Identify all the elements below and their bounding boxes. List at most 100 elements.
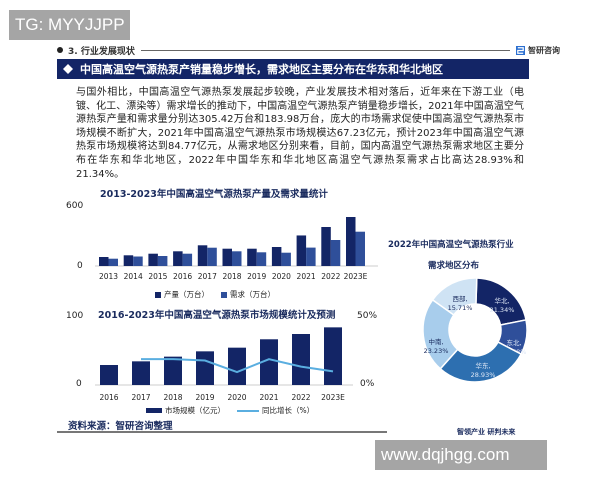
chart2-ytick-left-max: 100 <box>66 311 84 321</box>
section-label: 3. 行业发展现状 <box>68 46 135 57</box>
chart2-ytick-right-max: 50% <box>357 311 378 321</box>
brand-logo-icon <box>516 45 525 55</box>
x-tick-label: 2020 <box>272 272 291 281</box>
x-tick-label: 2023E <box>344 272 368 281</box>
slice-label: 中南, <box>428 337 443 346</box>
x-tick-label: 2021 <box>297 272 316 281</box>
chart2-legend: 市场规模（亿元） 同比增长（%） <box>146 405 326 416</box>
legend-item-growth: 同比增长（%） <box>237 405 314 416</box>
bar <box>330 240 341 266</box>
bar <box>321 227 331 266</box>
bar <box>281 252 291 266</box>
slice-label: 东北, <box>506 338 521 347</box>
x-tick-label: 2014 <box>124 272 143 281</box>
chart1-legend: 产量（万台） 需求（万台） <box>155 289 287 300</box>
bar <box>197 245 208 266</box>
chart2-ytick-left-min: 0 <box>76 379 82 389</box>
x-tick-label: 2017 <box>131 393 150 402</box>
legend-label: 市场规模（亿元） <box>165 406 225 415</box>
bar <box>222 248 232 266</box>
bar <box>182 253 193 266</box>
brand: 智研咨询 <box>516 45 560 56</box>
legend-label: 需求（万台） <box>230 290 275 299</box>
legend-label: 同比增长（%） <box>262 406 315 415</box>
watermark-tag-top: TG: MYYJJPP <box>9 10 130 40</box>
watermark-tag-bottom: www.dqjhgg.com <box>375 440 547 470</box>
bullet-icon <box>57 47 63 53</box>
bar <box>132 361 150 385</box>
slice-label: 15.71% <box>448 304 473 312</box>
legend-swatch <box>221 291 227 298</box>
chart3-title-line1: 2022年中国高温空气源热泵行业 <box>388 240 514 250</box>
slice-label: 华北, <box>494 296 509 305</box>
headline-text: 中国高温空气源热泵产销量稳步增长，需求地区主要分布在华东和华北地区 <box>80 63 443 76</box>
x-tick-label: 2020 <box>227 393 246 402</box>
chart1-ytick-max: 600 <box>66 201 84 211</box>
bar <box>164 356 182 385</box>
body-paragraph: 与国外相比，中国高温空气源热泵发展起步较晚，产业发展技术相对落后，近年来在下游工… <box>76 87 524 180</box>
production-demand-bar-chart: 2013 2014 2015 2016 2017 2018 2019 2020 2021 2022… <box>95 217 378 281</box>
slice-label: 21.34% <box>490 306 515 314</box>
x-tick-label: 2013 <box>99 272 118 281</box>
footer-divider <box>57 431 387 433</box>
bar <box>99 257 109 266</box>
x-tick-label: 2021 <box>259 393 278 402</box>
bar <box>148 253 158 266</box>
slice-label: 28.93% <box>471 371 496 379</box>
growth-line <box>141 358 334 374</box>
bar <box>260 339 278 385</box>
bar <box>157 256 168 266</box>
x-tick-label: 2019 <box>195 393 214 402</box>
x-tick-label: 2022 <box>291 393 310 402</box>
bar <box>232 251 242 266</box>
bar <box>196 351 214 385</box>
legend-item-production: 产量（万台） <box>155 289 209 300</box>
divider <box>140 49 510 51</box>
x-tick-label: 2016 <box>173 272 192 281</box>
bar <box>296 235 307 266</box>
x-tick-label: 2018 <box>222 272 241 281</box>
x-tick-label: 2015 <box>148 272 167 281</box>
chart2-ytick-right-min: 0% <box>360 379 375 389</box>
brand-name: 智研咨询 <box>528 45 560 55</box>
x-tick-label: 2016 <box>99 393 118 402</box>
headline-banner: 中国高温空气源热泵产销量稳步增长，需求地区主要分布在华东和华北地区 <box>57 59 529 79</box>
legend-label: 产量（万台） <box>164 290 209 299</box>
donut-slice <box>431 277 478 316</box>
bar <box>256 252 267 266</box>
legend-line <box>237 409 259 412</box>
bar <box>123 255 134 266</box>
section-header: 3. 行业发展现状 智研咨询 <box>57 42 560 58</box>
bar <box>228 347 246 385</box>
bar <box>173 251 183 266</box>
bar <box>247 248 257 266</box>
chart1-title: 2013-2023年中国高温空气源热泵产量及需求量统计 <box>100 189 328 200</box>
bar <box>133 256 143 266</box>
chart1-ytick-min: 0 <box>77 261 83 271</box>
market-size-chart: 2016 2017 2018 2019 2020 2021 2022 2023E <box>95 327 353 402</box>
x-tick-label: 2022 <box>321 272 340 281</box>
region-donut-chart: 华北,21.34%东北,10.78%华东,28.93%中南,23.23%西部,1… <box>422 277 528 383</box>
slice-label: 华东, <box>475 361 490 370</box>
bar <box>100 365 118 385</box>
slice-label: 23.23% <box>424 347 449 355</box>
bar <box>355 231 365 266</box>
slice-label: 西部, <box>452 294 467 303</box>
chart3-title-line2: 需求地区分布 <box>428 261 480 271</box>
bar <box>306 247 316 266</box>
x-tick-label: 2023E <box>321 393 345 402</box>
x-tick-label: 2019 <box>247 272 266 281</box>
bar <box>271 247 282 266</box>
tagline: 智领产业 研判未来 <box>457 428 516 436</box>
x-tick-label: 2017 <box>198 272 217 281</box>
legend-item-market-size: 市场规模（亿元） <box>146 405 225 416</box>
bar <box>292 334 310 385</box>
chart2-title: 2016-2023年中国高温空气源热泵市场规模统计及预测 <box>98 310 336 321</box>
x-tick-label: 2018 <box>163 393 182 402</box>
bar <box>324 327 342 385</box>
legend-swatch <box>146 408 162 413</box>
bar <box>346 217 356 266</box>
legend-item-demand: 需求（万台） <box>221 289 275 300</box>
bar <box>207 247 217 266</box>
diamond-icon <box>63 64 73 74</box>
